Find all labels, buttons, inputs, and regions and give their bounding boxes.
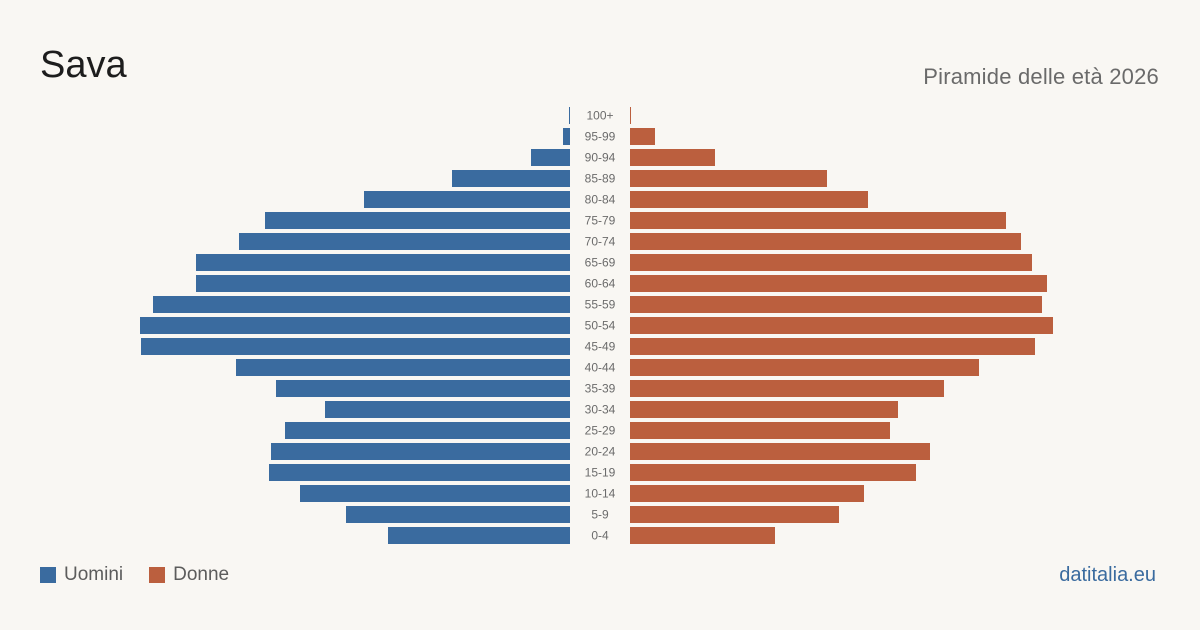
bar-men-30-34 — [325, 401, 570, 418]
age-label-5-9: 5-9 — [591, 508, 609, 522]
age-label-0-4: 0-4 — [591, 529, 609, 543]
bar-men-65-69 — [196, 254, 570, 271]
bar-women-15-19 — [630, 464, 916, 481]
age-label-25-29: 25-29 — [585, 424, 616, 438]
bar-women-20-24 — [630, 443, 930, 460]
age-label-45-49: 45-49 — [585, 340, 616, 354]
bar-women-30-34 — [630, 401, 898, 418]
site-brand-link[interactable]: datitalia.eu — [1059, 564, 1156, 586]
bar-men-80-84 — [364, 191, 570, 208]
bar-men-85-89 — [452, 170, 570, 187]
bar-women-25-29 — [630, 422, 890, 439]
age-label-40-44: 40-44 — [585, 361, 616, 375]
bar-men-60-64 — [196, 275, 570, 292]
bar-women-60-64 — [630, 275, 1047, 292]
legend-swatch-men — [40, 567, 56, 583]
page-title: Sava — [40, 44, 127, 86]
bar-women-35-39 — [630, 380, 944, 397]
age-label-90-94: 90-94 — [585, 151, 616, 165]
legend-item-men: Uomini — [40, 564, 123, 586]
bar-women-95-99 — [630, 128, 655, 145]
bar-men-0-4 — [388, 527, 570, 544]
bar-men-95-99 — [563, 128, 570, 145]
bar-women-85-89 — [630, 170, 827, 187]
bar-men-90-94 — [531, 149, 570, 166]
bar-men-5-9 — [346, 506, 570, 523]
age-label-15-19: 15-19 — [585, 466, 616, 480]
age-label-65-69: 65-69 — [585, 256, 616, 270]
bar-women-70-74 — [630, 233, 1021, 250]
bar-men-35-39 — [276, 380, 570, 397]
age-label-60-64: 60-64 — [585, 277, 616, 291]
bar-women-55-59 — [630, 296, 1042, 313]
legend-label-men: Uomini — [64, 564, 124, 585]
bar-women-40-44 — [630, 359, 979, 376]
bar-women-45-49 — [630, 338, 1035, 355]
bar-men-10-14 — [300, 485, 570, 502]
legend-swatch-women — [149, 567, 166, 583]
bar-women-5-9 — [630, 506, 839, 523]
bar-men-50-54 — [140, 317, 570, 334]
bar-men-70-74 — [239, 233, 570, 250]
age-label-10-14: 10-14 — [585, 487, 616, 501]
age-label-85-89: 85-89 — [585, 172, 616, 186]
bar-men-25-29 — [285, 422, 570, 439]
legend-label-women: Donne — [173, 564, 230, 585]
bar-women-75-79 — [630, 212, 1006, 229]
bar-women-50-54 — [630, 317, 1053, 334]
legend-item-women: Donne — [149, 564, 229, 586]
age-label-100+: 100+ — [586, 109, 613, 123]
bar-men-40-44 — [236, 359, 570, 376]
bar-women-90-94 — [630, 149, 715, 166]
bar-women-65-69 — [630, 254, 1032, 271]
bar-men-75-79 — [265, 212, 570, 229]
bar-men-15-19 — [269, 464, 570, 481]
chart-subtitle: Piramide delle età 2026 — [923, 64, 1159, 89]
age-label-50-54: 50-54 — [585, 319, 616, 333]
bar-women-0-4 — [630, 527, 775, 544]
age-label-35-39: 35-39 — [585, 382, 616, 396]
bar-women-100+ — [630, 107, 631, 124]
age-label-55-59: 55-59 — [585, 298, 616, 312]
bar-men-20-24 — [271, 443, 570, 460]
bar-women-80-84 — [630, 191, 868, 208]
bar-men-55-59 — [153, 296, 570, 313]
age-label-20-24: 20-24 — [585, 445, 616, 459]
bar-women-10-14 — [630, 485, 864, 502]
age-label-95-99: 95-99 — [585, 130, 616, 144]
age-label-30-34: 30-34 — [585, 403, 616, 417]
age-label-80-84: 80-84 — [585, 193, 616, 207]
chart-legend: Uomini Donne — [40, 564, 255, 586]
bar-men-45-49 — [141, 338, 570, 355]
age-label-75-79: 75-79 — [585, 214, 616, 228]
bar-men-100+ — [569, 107, 570, 124]
age-label-70-74: 70-74 — [585, 235, 616, 249]
